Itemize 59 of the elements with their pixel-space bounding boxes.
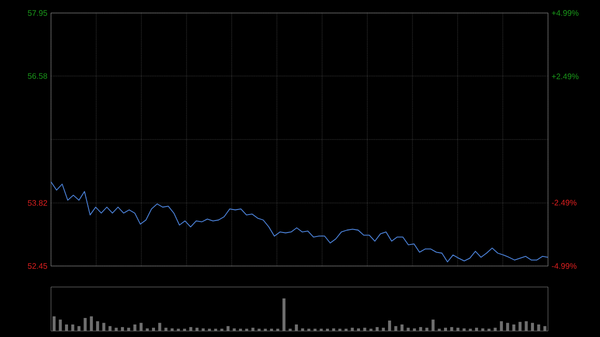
bar [282,298,286,331]
bar [164,328,168,331]
bar [406,328,410,331]
line-series [50,181,548,262]
bar [202,328,205,331]
bar [475,328,478,331]
bar [512,324,516,331]
bar [450,327,454,331]
bar [363,328,366,331]
bar [114,328,118,331]
bar [376,327,379,331]
bar [52,316,56,331]
bar [388,320,392,331]
bar [494,328,497,331]
bar [120,327,124,331]
bar [158,322,162,331]
bar [84,318,87,331]
bar [127,328,130,331]
bar [140,322,143,331]
bar [71,324,74,331]
bar [195,328,198,331]
bar [77,326,80,331]
bar [226,326,230,331]
bar [518,322,522,331]
bar [332,328,336,331]
bar [444,328,447,331]
bar [152,328,156,331]
bar [419,327,422,331]
bar [301,328,304,331]
bar [251,328,254,331]
bar [425,328,428,331]
bar [400,324,404,331]
bar [108,326,112,331]
bar [530,322,534,331]
bar [232,328,236,331]
bar [537,324,540,331]
bar [456,328,460,331]
bar [170,328,174,331]
bar [96,321,100,331]
bar [524,321,528,331]
bar [102,322,106,331]
bar [500,321,503,331]
bar [412,328,416,331]
bar [481,328,484,331]
bar [90,316,93,331]
bar [432,320,435,331]
bar [294,324,298,331]
bar [350,328,354,331]
bar [394,326,398,331]
bar [146,328,149,331]
bar [189,327,192,331]
bar [382,328,385,331]
bar [462,328,466,331]
bar [543,326,546,331]
bar [133,324,136,331]
bar [357,328,360,331]
bar [506,322,510,331]
bar [65,324,68,331]
bar [58,320,62,331]
